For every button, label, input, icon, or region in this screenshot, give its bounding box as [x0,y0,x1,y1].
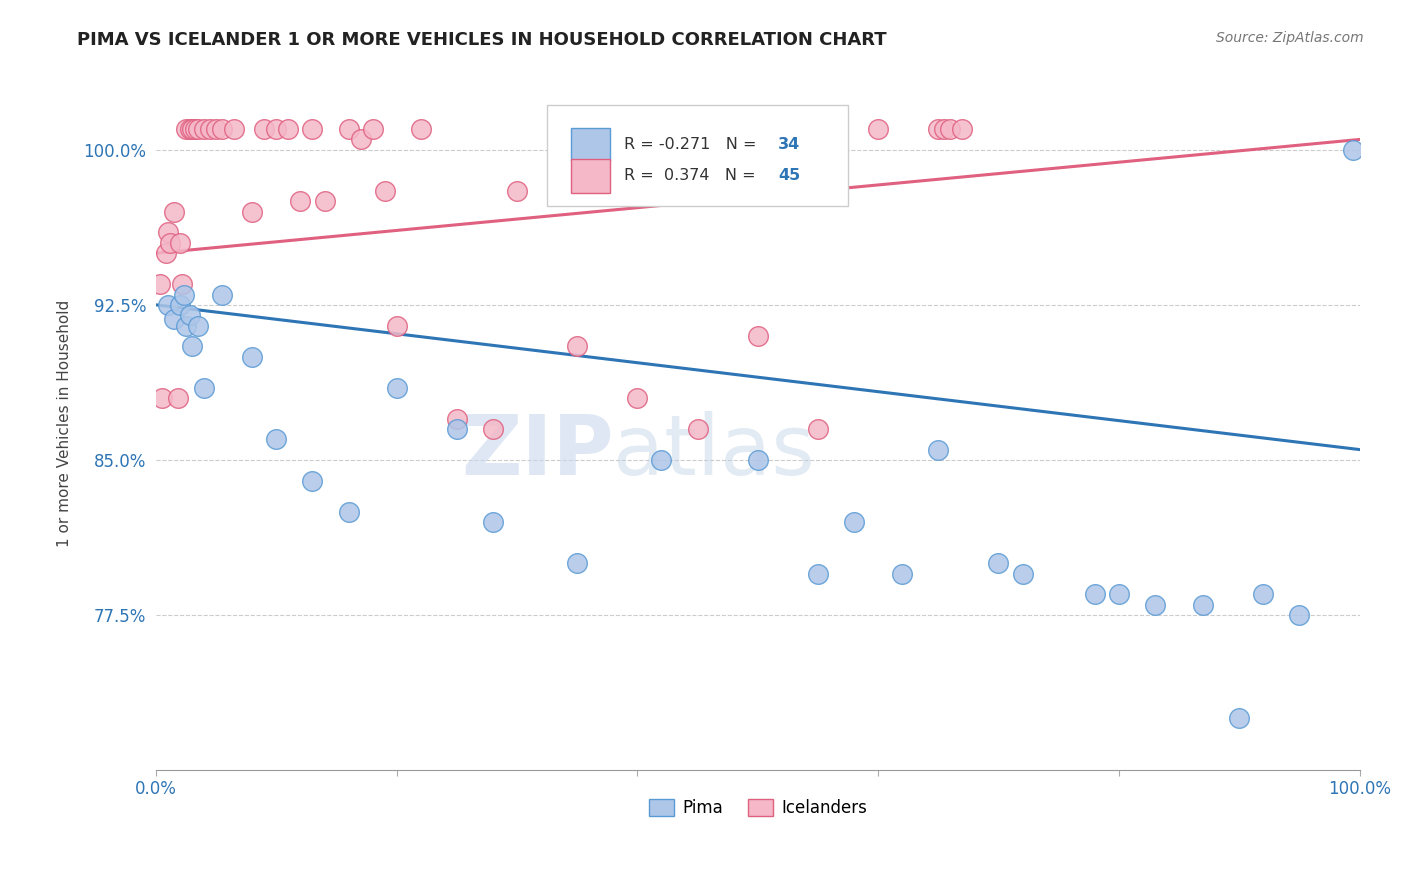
Point [157,226,180,240]
Point [337,505,360,519]
Text: atlas: atlas [613,411,815,491]
Point [650,453,672,467]
Point [301,122,323,136]
Point [927,442,949,457]
Point [1192,598,1215,612]
Point [1143,598,1166,612]
Point [163,204,186,219]
Text: 45: 45 [778,169,800,184]
Point [361,122,384,136]
Point [314,194,336,209]
Point [205,122,228,136]
Point [149,277,172,292]
Point [159,235,181,250]
Point [173,287,195,301]
Point [482,422,505,436]
Point [927,122,949,136]
Point [1108,587,1130,601]
FancyBboxPatch shape [571,128,610,161]
Point [1011,566,1033,581]
Point [409,122,432,136]
Y-axis label: 1 or more Vehicles in Household: 1 or more Vehicles in Household [58,300,72,548]
Point [446,422,468,436]
Point [172,277,194,292]
Point [174,122,197,136]
Point [157,298,180,312]
Point [240,204,263,219]
Point [987,556,1010,570]
Text: ZIP: ZIP [461,411,613,491]
Point [266,122,288,136]
Point [1227,711,1250,725]
Text: PIMA VS ICELANDER 1 OR MORE VEHICLES IN HOUSEHOLD CORRELATION CHART: PIMA VS ICELANDER 1 OR MORE VEHICLES IN … [77,31,887,49]
Point [891,566,914,581]
Point [747,453,769,467]
Point [211,287,233,301]
Point [181,122,204,136]
Point [224,122,246,136]
Point [179,122,201,136]
Point [1084,587,1107,601]
Point [567,556,589,570]
Point [187,318,209,333]
Point [1288,607,1310,622]
Point [183,122,205,136]
Text: R =  0.374   N =: R = 0.374 N = [624,169,761,184]
Point [868,122,890,136]
Text: Source: ZipAtlas.com: Source: ZipAtlas.com [1216,31,1364,45]
Point [807,566,830,581]
Point [253,122,276,136]
Point [934,122,956,136]
Point [155,246,177,260]
Point [1251,587,1274,601]
Point [374,184,396,198]
FancyBboxPatch shape [547,105,848,205]
Point [277,122,299,136]
Point [506,184,529,198]
Point [240,350,263,364]
FancyBboxPatch shape [571,160,610,193]
Point [266,432,288,446]
Point [290,194,312,209]
Point [187,122,209,136]
Legend: Pima, Icelanders: Pima, Icelanders [643,792,873,824]
Point [301,474,323,488]
Point [482,515,505,529]
Point [163,312,186,326]
Point [169,235,191,250]
Point [198,122,221,136]
Point [1343,143,1365,157]
Point [842,515,865,529]
Text: 34: 34 [778,136,800,152]
Point [169,298,191,312]
Point [349,132,371,146]
Point [179,308,201,322]
Point [385,380,408,394]
Point [567,339,589,353]
Point [807,422,830,436]
Point [686,422,709,436]
Point [385,318,408,333]
Point [181,339,204,353]
Point [193,122,215,136]
Point [166,391,188,405]
Point [446,411,468,425]
Point [211,122,233,136]
Point [939,122,962,136]
Point [337,122,360,136]
Point [626,391,648,405]
Point [950,122,973,136]
Point [747,329,769,343]
Point [174,318,197,333]
Text: R = -0.271   N =: R = -0.271 N = [624,136,762,152]
Point [150,391,173,405]
Point [193,380,215,394]
